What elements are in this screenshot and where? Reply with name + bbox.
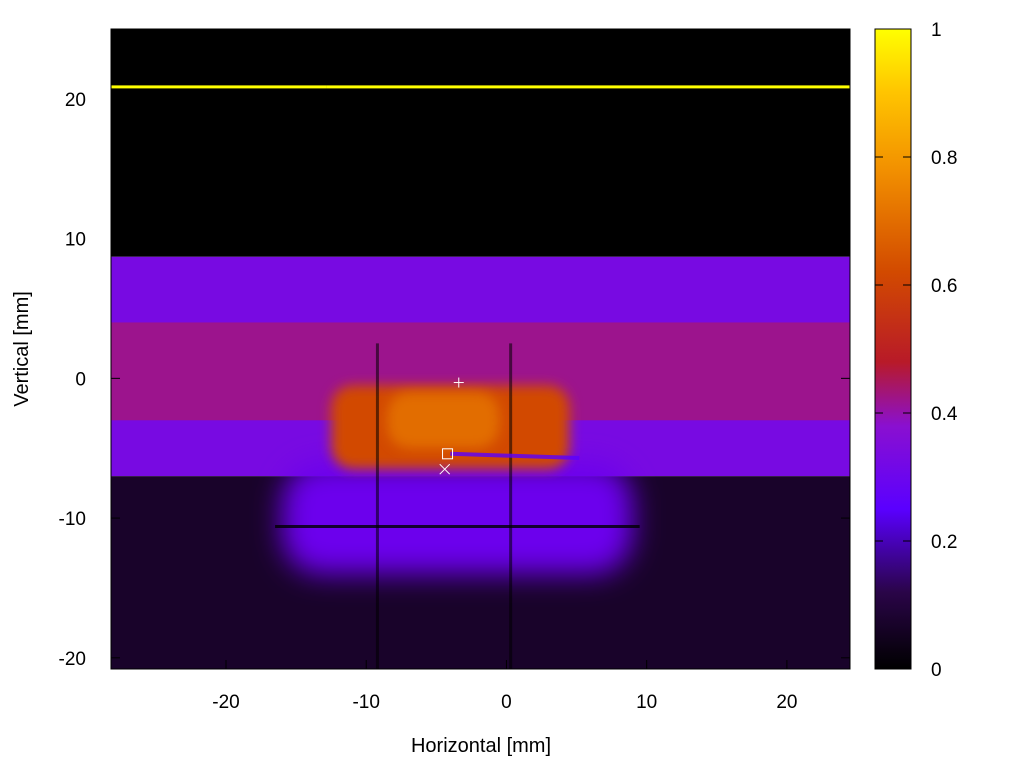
colorbar-tick-label: 0.8 <box>931 148 957 169</box>
x-tick-label: 10 <box>636 692 657 713</box>
colorbar <box>874 28 912 670</box>
heatmap-region <box>111 85 327 89</box>
colorbar-tick-label: 0 <box>931 660 942 681</box>
heatmap-image <box>111 29 850 669</box>
heatmap-region <box>111 29 850 257</box>
colorbar-tick-label: 0.2 <box>931 532 957 553</box>
colorbar-tick-label: 1 <box>931 20 942 41</box>
x-tick-label: 0 <box>501 692 512 713</box>
heatmap-region <box>387 392 500 449</box>
heatmap-region <box>326 85 850 89</box>
y-tick-label: 0 <box>75 369 86 390</box>
y-tick-label: -20 <box>59 649 86 670</box>
y-tick-label: 20 <box>65 90 86 111</box>
colorbar-tick-label: 0.6 <box>931 276 957 297</box>
x-axis-label: Horizontal [mm] <box>411 735 551 757</box>
x-axis-ticks: -20 -10 0 10 20 <box>212 29 797 713</box>
y-tick-label: 10 <box>65 230 86 251</box>
beam-markers <box>439 377 464 475</box>
y-tick-label: -10 <box>59 509 86 530</box>
x-tick-label: -10 <box>352 692 379 713</box>
heatmap-region <box>282 462 633 574</box>
marker-plus <box>453 377 464 388</box>
marker-x <box>439 463 451 475</box>
x-tick-label: -20 <box>212 692 239 713</box>
marker-square <box>442 448 454 460</box>
colorbar-ticks: 0 0.2 0.4 0.6 0.8 1 <box>875 20 958 681</box>
colorbar-tick-label: 0.4 <box>931 404 958 425</box>
x-tick-label: 20 <box>776 692 797 713</box>
y-axis-ticks: -20 -10 0 10 20 <box>59 90 850 670</box>
y-axis-label: Vertical [mm] <box>11 291 33 407</box>
plot-frame <box>110 28 851 670</box>
slit-shadow <box>450 451 580 460</box>
